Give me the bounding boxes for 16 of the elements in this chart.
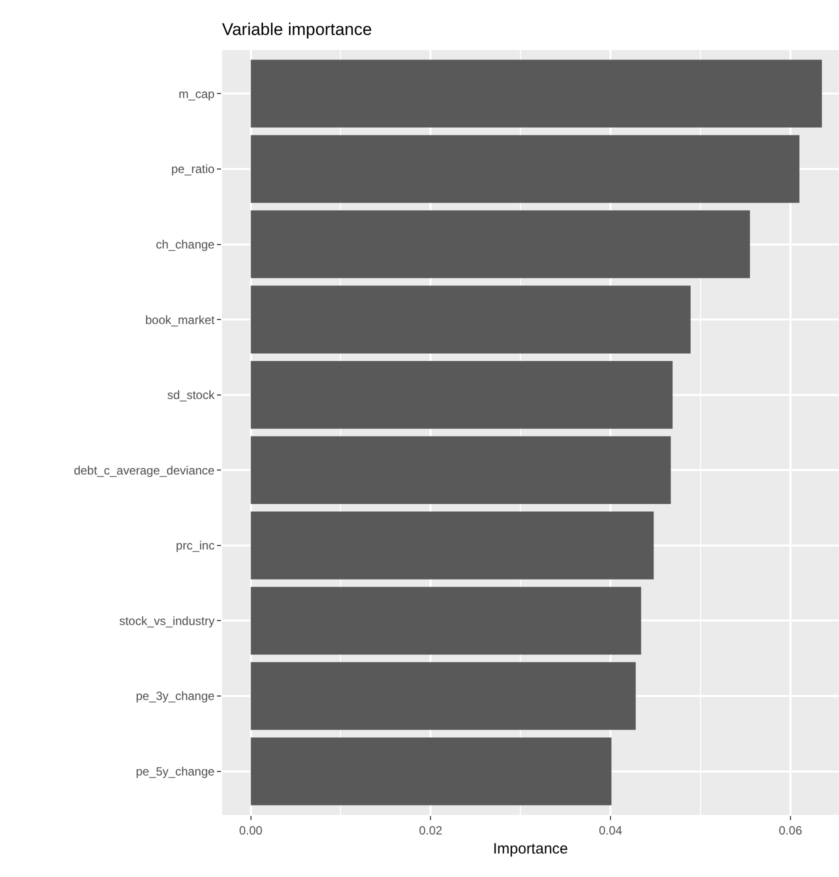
- y-tick-label: pe_ratio: [171, 162, 215, 176]
- y-tick-label: stock_vs_industry: [119, 614, 215, 628]
- x-tick-label: 0.06: [778, 823, 802, 838]
- y-tick-label: m_cap: [178, 86, 215, 101]
- y-tick-label: debt_c_average_deviance: [74, 463, 215, 478]
- x-tick-label: 0.02: [418, 823, 443, 838]
- y-tick-label: pe_3y_change: [136, 689, 215, 704]
- x-tick-label: 0.04: [598, 823, 623, 838]
- y-tick-label: pe_5y_change: [136, 764, 215, 779]
- y-tick-label: prc_inc: [176, 538, 215, 553]
- y-tick-label: book_market: [145, 312, 216, 327]
- y-tick-label: ch_change: [156, 237, 215, 252]
- x-axis-title: Importance: [492, 840, 568, 858]
- y-tick-label: sd_stock: [167, 388, 216, 402]
- chart-title: Variable importance: [222, 20, 372, 39]
- x-tick-label: 0.00: [239, 823, 263, 838]
